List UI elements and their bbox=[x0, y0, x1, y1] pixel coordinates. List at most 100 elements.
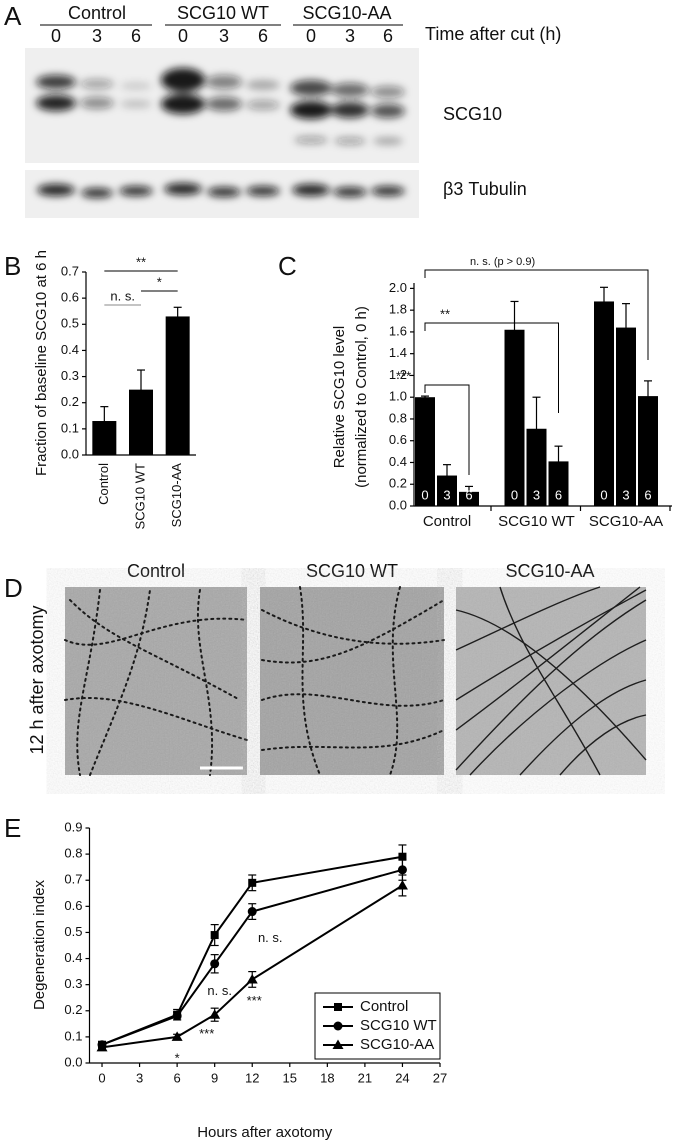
x-tick-label: 27 bbox=[433, 1070, 447, 1085]
marker bbox=[171, 1031, 183, 1041]
legend-label: SCG10-AA bbox=[360, 1036, 434, 1053]
bar-label: 3 bbox=[622, 487, 629, 502]
bar-label: 3 bbox=[533, 487, 540, 502]
micrograph bbox=[455, 586, 647, 776]
western-blot bbox=[25, 48, 419, 218]
lane-labels: 0 3 6 0 3 6 0 3 6 bbox=[51, 26, 393, 46]
image-title: SCG10 WT bbox=[306, 561, 398, 581]
significance-label: *** bbox=[199, 1026, 214, 1041]
bar bbox=[548, 461, 569, 506]
bar-label: 6 bbox=[644, 487, 651, 502]
marker bbox=[96, 1041, 108, 1052]
y-axis-label: Degeneration index bbox=[31, 879, 48, 1010]
y-tick-label: 0.7 bbox=[61, 263, 79, 278]
marker bbox=[247, 907, 257, 917]
x-tick-label: 24 bbox=[395, 1070, 409, 1085]
y-tick-label: 0.7 bbox=[64, 872, 82, 887]
marker bbox=[332, 1039, 344, 1049]
error-bar bbox=[137, 369, 145, 410]
error-bar bbox=[600, 286, 608, 317]
x-tick-label: 21 bbox=[358, 1070, 372, 1085]
time-label: Time after cut (h) bbox=[425, 24, 561, 44]
micrograph bbox=[260, 586, 445, 776]
marker bbox=[398, 852, 407, 861]
y-tick-label: 0.8 bbox=[389, 410, 407, 425]
significance-label: * bbox=[175, 1050, 180, 1065]
y-tick-label: 0.6 bbox=[389, 432, 407, 447]
significance-label: ** bbox=[136, 254, 146, 269]
y-tick-label: 0.0 bbox=[61, 446, 79, 461]
x-tick-label: SCG10-AA bbox=[169, 463, 184, 528]
error-bar bbox=[443, 464, 451, 488]
y-tick-label: 0.6 bbox=[64, 898, 82, 913]
error-bar bbox=[100, 406, 109, 436]
significance-label: n. s. bbox=[110, 288, 135, 303]
x-tick-label: SCG10-AA bbox=[589, 513, 663, 530]
y-tick-label: 0.2 bbox=[61, 394, 79, 409]
marker bbox=[334, 1003, 342, 1011]
y-tick-label: 1.6 bbox=[389, 323, 407, 338]
bar bbox=[526, 428, 547, 506]
panel-label: D bbox=[4, 573, 23, 603]
bar-label: 0 bbox=[421, 487, 428, 502]
lane-label: 6 bbox=[258, 26, 268, 46]
y-tick-label: 0.4 bbox=[64, 950, 82, 965]
marker bbox=[333, 1021, 343, 1031]
lane-label: 0 bbox=[51, 26, 61, 46]
y-axis-label: Fraction of baseline SCG10 at 6 h bbox=[33, 250, 50, 476]
bar bbox=[165, 316, 190, 455]
lane-label: 0 bbox=[178, 26, 188, 46]
significance-label: n. s. (p > 0.9) bbox=[470, 256, 535, 268]
significance-bracket bbox=[424, 384, 470, 475]
lane-label: 3 bbox=[92, 26, 102, 46]
legend-label: Control bbox=[360, 998, 408, 1015]
micrograph bbox=[64, 587, 248, 776]
y-tick-label: 0.3 bbox=[61, 368, 79, 383]
error-bar bbox=[173, 306, 182, 327]
x-tick-label: Control bbox=[423, 513, 471, 530]
y-tick-label: 0.2 bbox=[389, 476, 407, 491]
bar bbox=[638, 396, 658, 506]
x-tick-label: 0 bbox=[98, 1070, 105, 1085]
marker bbox=[396, 879, 408, 890]
error-bar bbox=[554, 445, 563, 478]
marker bbox=[172, 1011, 182, 1021]
y-axis-label: Relative SCG10 level bbox=[331, 326, 348, 469]
legend-label: SCG10 WT bbox=[360, 1017, 437, 1034]
legend: Control SCG10 WT SCG10-AA bbox=[314, 992, 441, 1060]
error-bar bbox=[421, 395, 429, 399]
panel-label: C bbox=[278, 251, 297, 281]
group-label: SCG10 WT bbox=[177, 3, 269, 23]
significance-label: n. s. bbox=[258, 930, 283, 945]
error-bar bbox=[465, 485, 473, 498]
y-tick-label: 0.2 bbox=[64, 1002, 82, 1017]
lane-label: 3 bbox=[345, 26, 355, 46]
marker bbox=[397, 865, 407, 875]
bar-label: 0 bbox=[511, 487, 518, 502]
bar-label: 3 bbox=[443, 487, 450, 502]
marker bbox=[210, 931, 219, 940]
group-label: SCG10-AA bbox=[302, 3, 391, 23]
y-axis-label: (normalized to Control, 0 h) bbox=[353, 306, 370, 488]
y-tick-label: 0.1 bbox=[64, 1028, 82, 1043]
marker bbox=[248, 878, 257, 887]
error-bar bbox=[622, 303, 630, 353]
x-tick-label: 6 bbox=[174, 1070, 181, 1085]
bar bbox=[415, 397, 435, 506]
error-bar bbox=[644, 380, 652, 412]
marker bbox=[246, 973, 258, 984]
x-tick-label: Control bbox=[96, 463, 111, 505]
y-tick-label: 1.8 bbox=[389, 302, 407, 317]
significance-bracket bbox=[424, 322, 559, 413]
significance-label: n. s. bbox=[207, 983, 232, 998]
significance-label: *** bbox=[396, 368, 411, 383]
y-tick-label: 0.5 bbox=[64, 924, 82, 939]
bar bbox=[504, 329, 525, 506]
image-title: Control bbox=[127, 561, 185, 581]
panel-label: A bbox=[4, 1, 22, 31]
y-tick-label: 0.1 bbox=[61, 420, 79, 435]
significance-bracket bbox=[424, 269, 649, 360]
y-tick-label: 0.6 bbox=[61, 290, 79, 305]
x-axis-label: Hours after axotomy bbox=[197, 1124, 333, 1141]
